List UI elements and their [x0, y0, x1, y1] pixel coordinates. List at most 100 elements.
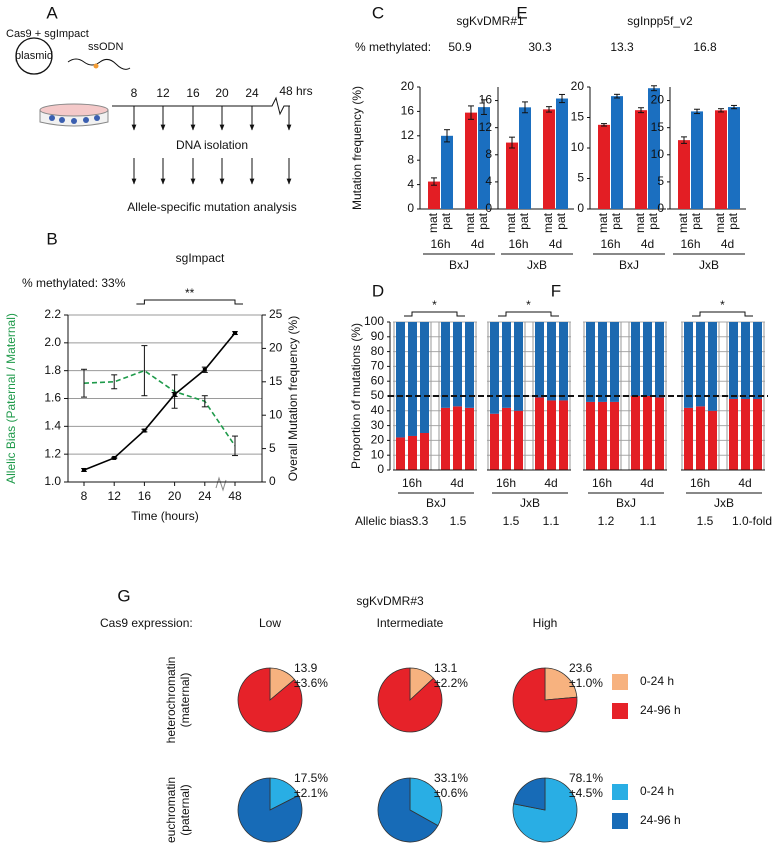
- bar-segment: [453, 322, 462, 407]
- y-tick-label: 8: [407, 152, 414, 166]
- legend-label: 0-24 h: [640, 784, 674, 798]
- bar: [543, 109, 555, 209]
- pie-slice: [512, 667, 578, 733]
- pie-value-label: 13.1: [434, 661, 458, 675]
- y-axis-title: Allelic Bias (Paternal / Maternal): [4, 313, 18, 484]
- bar-segment: [490, 322, 499, 414]
- bar: [478, 107, 490, 209]
- pie-slice: [544, 667, 578, 701]
- bar-segment: [408, 322, 417, 436]
- panel-label: A: [46, 3, 58, 22]
- pie-value-label: 23.6: [569, 661, 593, 675]
- y-tick-label: 20: [401, 79, 415, 93]
- point-marker: [202, 367, 207, 372]
- category-label: 4d: [640, 476, 653, 490]
- y-tick-label: 1.0: [44, 474, 61, 488]
- plasmid-label: plasmid: [15, 50, 53, 62]
- y-tick-label: 70: [371, 359, 385, 373]
- bar-segment: [396, 322, 405, 438]
- y-tick-label: 1.4: [44, 419, 61, 433]
- bar-segment: [631, 322, 640, 396]
- arrows-1: [131, 106, 292, 131]
- bar-segment: [559, 322, 568, 401]
- bar: [635, 110, 647, 209]
- bar-segment: [547, 322, 556, 401]
- bar-segment: [396, 437, 405, 470]
- y-tick-label: 2.0: [44, 335, 61, 349]
- category-label: 4d: [544, 476, 557, 490]
- pie-value-label: 78.1%: [569, 771, 603, 785]
- category-label: 16h: [600, 237, 620, 251]
- pie-error-label: ±0.6%: [434, 786, 468, 800]
- y-tick-label: 20: [651, 93, 665, 107]
- group-label: JxB: [527, 258, 547, 272]
- bar-segment: [610, 322, 619, 402]
- chart-title: sgImpact: [176, 251, 225, 265]
- panel-label: C: [372, 3, 384, 22]
- y-tick-label: 5: [657, 174, 664, 188]
- y-tick-label: 80: [371, 344, 385, 358]
- bar-segment: [502, 322, 511, 408]
- bar-segment: [631, 396, 640, 470]
- bias-value: 1.5: [697, 514, 714, 528]
- category-label: 16h: [430, 237, 450, 251]
- significance-label: *: [432, 298, 437, 312]
- methylation-value: 13.3: [610, 40, 634, 54]
- y-tick-label: 2.2: [44, 307, 61, 321]
- axis-break: [215, 476, 227, 492]
- pie-slice: [513, 777, 546, 811]
- series-label: mat: [541, 212, 555, 233]
- step-label: DNA isolation: [176, 138, 248, 152]
- category-label: 4d: [450, 476, 463, 490]
- legend-swatch: [612, 813, 628, 829]
- bias-value: 1.0-fold: [732, 514, 772, 528]
- series-label: mat: [596, 212, 610, 233]
- pie-error-label: ±3.6%: [294, 676, 328, 690]
- bar-segment: [696, 406, 705, 470]
- panel-label: E: [516, 3, 527, 22]
- significance-bracket: [136, 299, 243, 305]
- series-label: pat: [646, 212, 660, 229]
- significance-bracket: [404, 311, 465, 317]
- point-marker: [82, 467, 86, 472]
- bar-segment: [741, 398, 750, 470]
- bias-value: 1.5: [503, 514, 520, 528]
- bar-segment: [559, 400, 568, 470]
- bar-segment: [753, 398, 762, 470]
- bar: [728, 107, 740, 209]
- bar-segment: [586, 401, 595, 470]
- legend-label: 24-96 h: [640, 703, 681, 717]
- bar: [648, 88, 660, 209]
- category-label: 16h: [508, 237, 528, 251]
- significance-label: *: [720, 298, 725, 312]
- y-tick-label: 10: [371, 447, 385, 461]
- plasmid-circle: [15, 37, 53, 75]
- legend-swatch: [612, 674, 628, 690]
- y-tick-label: 16: [479, 93, 493, 107]
- bar-segment: [490, 413, 499, 470]
- panel-label: G: [117, 586, 130, 605]
- cell: [71, 118, 77, 124]
- panel-label: F: [551, 281, 561, 300]
- group-label: JxB: [699, 258, 719, 272]
- legend-label: 24-96 h: [640, 813, 681, 827]
- bar-segment: [586, 322, 595, 402]
- bar-segment: [643, 396, 652, 470]
- group-label: BxJ: [449, 258, 469, 272]
- y-tick-label: 12: [479, 120, 493, 134]
- methylation-label: % methylated:: [355, 40, 431, 54]
- bar: [441, 135, 453, 209]
- bar-segment: [514, 322, 523, 411]
- bias-value: 1.1: [640, 514, 657, 528]
- row-label: (paternal): [178, 784, 192, 835]
- y-tick-label: 20: [371, 433, 385, 447]
- oligo-label: ssODN: [88, 41, 124, 53]
- series-label: mat: [676, 212, 690, 233]
- category-label: 4d: [721, 237, 734, 251]
- bar-segment: [420, 433, 429, 470]
- chart-subtitle: % methylated: 33%: [22, 276, 126, 290]
- y-tick-label: 20: [571, 79, 585, 93]
- pie-slice: [409, 777, 443, 827]
- bias-value: 1.1: [543, 514, 560, 528]
